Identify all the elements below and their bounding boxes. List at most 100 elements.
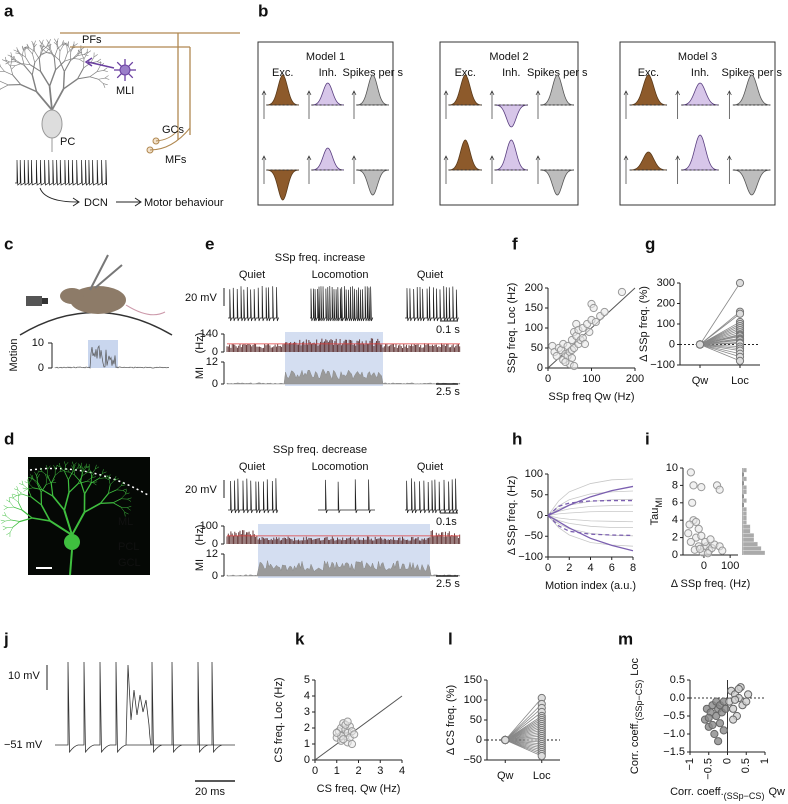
dendrite [57,44,63,50]
mfs-label: MFs [165,154,187,166]
arrow [443,155,449,184]
state-label: Locomotion [312,269,369,281]
state-label: Quiet [417,461,443,473]
x-tick-label: 0 [721,758,733,764]
motor-label: Motor behaviour [144,197,224,209]
dendrite [41,44,43,51]
fit-line [547,515,634,547]
dendrite [42,471,48,476]
arrow [261,155,267,184]
dendrite [90,56,95,63]
dendrite [40,467,43,472]
dendrite [23,65,33,76]
panel-letter: f [512,234,518,253]
dendrite [2,525,7,529]
dendrite [12,493,17,496]
axis-label: Corr. coeff.(SSp−CS) Loc [629,657,644,774]
layer-label: ML [118,516,133,528]
dendrite [34,471,37,476]
y-tick-label: −50 [463,754,482,766]
scatter-point [689,481,698,490]
dendrite [6,526,13,529]
dendrite [15,63,22,66]
scatter-point [710,729,719,739]
fit-line [547,478,634,516]
dendrite [36,471,39,476]
dendrite [2,527,7,531]
dendrite [102,471,107,474]
axis-label: TauMI [649,498,664,526]
dendrite [63,60,71,72]
x-tick-label: 1 [759,758,771,764]
dendrite [28,48,33,55]
dendrite [90,474,93,484]
scatter-point [567,353,577,363]
dendrite [121,484,126,486]
dendrite [23,488,28,492]
model-curve [356,169,389,196]
paired-point [695,340,705,349]
y-tick-label: 150 [464,674,482,686]
dendrite [22,46,26,51]
dendrite [21,50,24,57]
arrow [535,90,541,119]
y-tick-label: 100 [657,318,675,330]
dendrite [28,483,34,488]
layer-label: GCL [118,557,141,569]
dendrite [57,45,61,52]
dendrite [29,479,33,483]
dendrite [51,88,65,111]
dendrite [91,473,95,478]
scatter-point [729,704,738,713]
dendrite [21,45,24,51]
state-label: Quiet [239,461,265,473]
time-scale-label: 20 ms [195,786,225,798]
dendrite [1,520,6,524]
model-curve [629,151,668,171]
dendrite [45,478,48,485]
dendrite [55,465,58,470]
dendrite [77,76,90,80]
voltage-scale-label: 20 mV [185,484,217,496]
dendrite [32,478,38,483]
model-curve [311,82,344,106]
dendrite [13,498,19,503]
x-tick-label: 100 [582,373,600,385]
rate-bars [226,338,461,352]
model-curve [356,74,389,106]
dendrite [50,483,54,497]
dendrite [98,477,106,479]
dendrite [88,468,92,475]
y-axis-label: Motion [8,338,20,371]
dendrite [1,514,7,517]
time-scale-label: 0.1 s [436,324,460,336]
dendrite [96,65,101,72]
dendrite [91,468,96,475]
dendrite [53,42,58,46]
arrow [623,155,629,184]
dendrite [80,473,83,482]
dendrite [59,45,64,52]
scatter-point [715,485,724,494]
dendrite [4,71,13,76]
scatter-point [715,719,725,728]
x-tick-label: 1 [334,765,340,777]
column-label: Spikes per s [342,67,403,79]
model-curve [448,74,482,106]
dendrite [47,465,51,470]
dendrite [31,62,36,76]
dendrite [10,52,13,57]
dendrite [32,47,35,55]
y-tick-label: 200 [657,297,675,309]
x-tick-label: 0 [545,373,551,385]
dendrite [21,509,33,519]
axis-label: SSp freq Qw (Hz) [548,391,634,403]
dendrite [25,56,31,65]
panel-letter: g [645,234,655,253]
dendrite [6,61,11,67]
scatter-point [694,524,703,534]
dendrite [41,39,44,45]
hist-bar [742,537,755,543]
pair-line [699,344,741,362]
scatter-point [561,357,570,367]
